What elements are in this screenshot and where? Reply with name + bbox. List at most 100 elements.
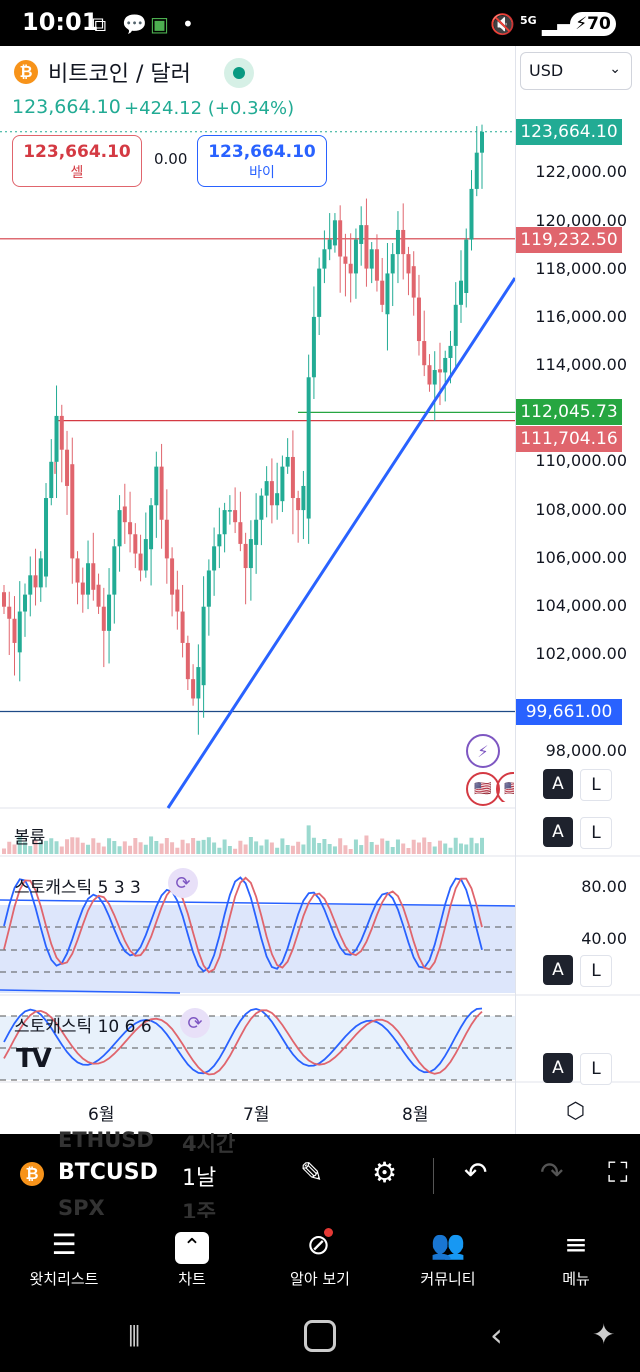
auto-scale-button[interactable]: A bbox=[543, 769, 573, 799]
candle bbox=[112, 546, 117, 595]
log-scale-button[interactable]: L bbox=[580, 769, 612, 801]
nav-menu[interactable]: ≡ 메뉴 bbox=[512, 1218, 640, 1308]
candle bbox=[49, 461, 54, 499]
us-flag-icon[interactable]: 🇺🇸 bbox=[466, 772, 500, 806]
candle bbox=[269, 481, 274, 506]
stoch1-pane-label[interactable]: 스토캐스틱 5 3 3 bbox=[14, 878, 141, 898]
refresh-icon[interactable]: ⟳ bbox=[168, 868, 198, 898]
candle bbox=[70, 464, 75, 559]
volume-bar bbox=[416, 842, 421, 854]
bottom-nav: ☰ 왓치리스트 ⌃ 차트 ⊘ 알아 보기 👥 커뮤니티 ≡ 메뉴 bbox=[0, 1218, 640, 1308]
charging-icon: ⚡ bbox=[575, 14, 588, 34]
nav-chart[interactable]: ⌃ 차트 bbox=[128, 1218, 256, 1308]
timeframe-picker[interactable]: 1날 bbox=[182, 1166, 217, 1191]
market-status-icon[interactable] bbox=[224, 58, 254, 88]
nav-community[interactable]: 👥 커뮤니티 bbox=[384, 1218, 512, 1308]
indicators-icon[interactable]: ⚙ bbox=[372, 1156, 398, 1189]
candle bbox=[86, 563, 91, 595]
candle bbox=[170, 558, 175, 595]
community-icon: 👥 bbox=[430, 1228, 466, 1261]
candle bbox=[96, 584, 101, 607]
candle bbox=[217, 534, 222, 547]
draw-icon[interactable]: ✎ bbox=[300, 1156, 324, 1189]
volume-bar bbox=[254, 841, 259, 854]
candle bbox=[175, 589, 180, 612]
log-scale-button[interactable]: L bbox=[580, 1053, 612, 1085]
candle bbox=[38, 558, 43, 588]
redo-icon[interactable]: ↷ bbox=[540, 1156, 564, 1189]
chart-area[interactable] bbox=[0, 110, 640, 1130]
volume-bar bbox=[38, 842, 43, 854]
volume-bar bbox=[401, 843, 406, 854]
candle bbox=[91, 563, 96, 590]
volume-bar bbox=[96, 842, 101, 854]
candle bbox=[390, 254, 395, 274]
battery-indicator: ⚡ 70 bbox=[570, 12, 616, 36]
candle bbox=[469, 188, 474, 240]
buy-button[interactable]: 123,664.10 바이 bbox=[197, 135, 327, 187]
volume-bar bbox=[222, 839, 227, 854]
candle bbox=[212, 546, 217, 571]
candle bbox=[2, 592, 6, 607]
volume-bar bbox=[201, 839, 206, 854]
volume-bar bbox=[369, 842, 374, 854]
volume-bar bbox=[422, 837, 427, 854]
app-icon: ▣ bbox=[150, 12, 169, 36]
auto-scale-button[interactable]: A bbox=[543, 955, 573, 985]
candle bbox=[28, 575, 33, 595]
candle bbox=[395, 229, 400, 255]
volume-bar bbox=[322, 839, 327, 854]
volume-bar bbox=[138, 842, 143, 854]
lightning-icon[interactable]: ⚡ bbox=[466, 734, 500, 768]
volume-bar bbox=[264, 839, 269, 854]
volume-bar bbox=[191, 838, 196, 854]
nav-explore[interactable]: ⊘ 알아 보기 bbox=[256, 1218, 384, 1308]
log-scale-button[interactable]: L bbox=[580, 817, 612, 849]
home-icon[interactable] bbox=[304, 1320, 336, 1352]
volume-bar bbox=[343, 845, 348, 854]
volume-bar bbox=[233, 848, 238, 854]
stoch-tick: 40.00 bbox=[581, 929, 627, 948]
y-tick: 118,000.00 bbox=[535, 259, 627, 278]
tradingview-logo-icon: TV bbox=[16, 1044, 52, 1074]
currency-label: USD bbox=[529, 61, 564, 80]
back-icon[interactable]: ‹ bbox=[490, 1316, 503, 1354]
nav-watchlist[interactable]: ☰ 왓치리스트 bbox=[0, 1218, 128, 1308]
symbol-title[interactable]: 비트코인 / 달러 bbox=[48, 62, 191, 87]
refresh-icon[interactable]: ⟳ bbox=[180, 1008, 210, 1038]
volume-bar bbox=[2, 848, 6, 854]
volume-bar bbox=[122, 841, 127, 854]
symbol-picker[interactable]: BTCUSD bbox=[58, 1160, 158, 1185]
x-tick: 7월 bbox=[243, 1105, 270, 1125]
volume-bar bbox=[453, 837, 458, 854]
log-scale-button[interactable]: L bbox=[580, 955, 612, 987]
volume-pane-label[interactable]: 볼륨 bbox=[14, 828, 46, 848]
screenshot-icon: ⧉ bbox=[92, 12, 107, 36]
candle bbox=[311, 316, 316, 378]
recents-icon[interactable]: ⦀ bbox=[128, 1320, 141, 1353]
volume-bar bbox=[33, 839, 38, 854]
sell-button[interactable]: 123,664.10 셀 bbox=[12, 135, 142, 187]
auto-scale-button[interactable]: A bbox=[543, 1053, 573, 1083]
volume-bar bbox=[390, 847, 395, 854]
auto-scale-button[interactable]: A bbox=[543, 817, 573, 847]
candle bbox=[443, 357, 448, 373]
fullscreen-icon[interactable]: ⛶ bbox=[608, 1156, 628, 1189]
y-tick: 114,000.00 bbox=[535, 355, 627, 374]
us-flag-icon[interactable]: 🇺🇸 bbox=[496, 772, 514, 802]
currency-select[interactable]: USD ⌄ bbox=[520, 52, 632, 90]
candle bbox=[201, 606, 206, 686]
undo-icon[interactable]: ↶ bbox=[464, 1156, 488, 1189]
candle bbox=[185, 642, 190, 680]
settings-icon[interactable]: ⬡ bbox=[566, 1099, 586, 1124]
y-tick: 98,000.00 bbox=[545, 741, 627, 760]
accessibility-icon[interactable]: ✦ bbox=[592, 1318, 616, 1351]
nav-label: 메뉴 bbox=[562, 1270, 590, 1288]
stoch2-pane-label[interactable]: 스토캐스틱 10 6 6 bbox=[14, 1017, 152, 1037]
y-tick: 110,000.00 bbox=[535, 451, 627, 470]
volume-bar bbox=[374, 844, 379, 854]
candle bbox=[327, 239, 332, 250]
candle bbox=[122, 506, 127, 523]
candle bbox=[458, 280, 463, 305]
y-tick: 120,000.00 bbox=[535, 211, 627, 230]
